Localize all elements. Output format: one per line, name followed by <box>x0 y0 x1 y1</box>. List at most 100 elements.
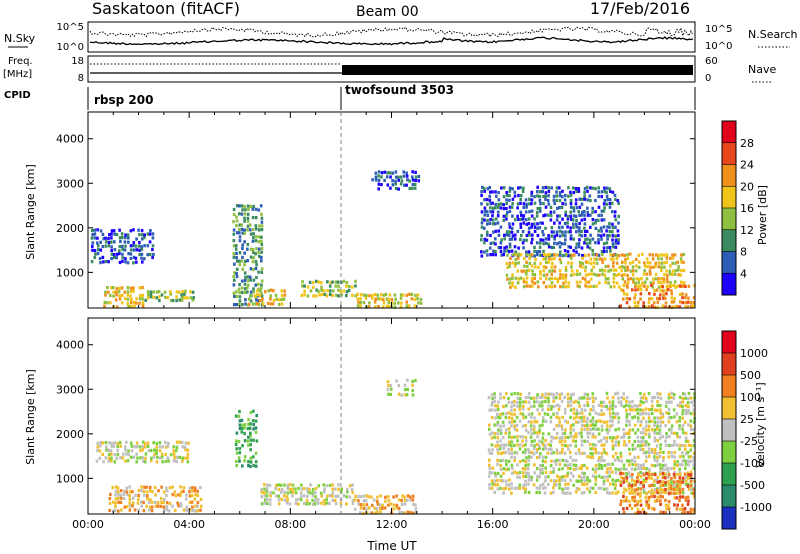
power-colorbar: 4 8 12 16 20 24 28 <box>721 120 754 296</box>
nave-label: Nave <box>748 63 776 76</box>
colorbar-tick-label: -1000 <box>740 501 772 514</box>
station-title: Saskatoon (fitACF) <box>92 0 240 18</box>
colorbar-tick-label: 25 <box>740 413 754 426</box>
colorbar-tick-label: -25 <box>740 435 758 448</box>
power-region <box>103 285 145 309</box>
cpid-segment-2: twofsound 3503 <box>345 83 454 97</box>
ytick-label: 4000 <box>56 339 84 352</box>
noise-search-line <box>89 26 694 38</box>
colorbar-segment <box>722 353 736 375</box>
colorbar-tick-label: 100 <box>740 391 761 404</box>
colorbar-segment <box>722 164 736 187</box>
power-region <box>144 289 195 303</box>
power-yticks: 1000 2000 3000 4000 <box>56 133 695 279</box>
colorbar-segment <box>722 121 736 143</box>
xtick-label: 16:00 <box>477 518 509 531</box>
velocity-colorbar-label: Velocity [m s⁻¹] <box>754 382 767 467</box>
velocity-region <box>619 471 696 515</box>
velocity-region <box>386 378 417 397</box>
colorbar-segment <box>722 419 736 441</box>
power-xticks <box>87 112 696 308</box>
colorbar-tick-label: 24 <box>740 159 754 172</box>
power-region <box>619 283 696 309</box>
velocity-ylabel: Slant Range [km] <box>24 369 37 465</box>
power-region <box>90 228 155 265</box>
ytick-label: 2000 <box>56 222 84 235</box>
noise-right-tick-bottom: 10^0 <box>705 41 732 52</box>
velocity-yticks: 1000 2000 3000 4000 <box>56 339 695 485</box>
xtick-label: 00:00 <box>679 518 711 531</box>
ytick-label: 3000 <box>56 177 84 190</box>
velocity-region <box>260 482 355 506</box>
power-region <box>300 279 357 298</box>
ytick-label: 3000 <box>56 383 84 396</box>
noise-left-tick-top: 10^5 <box>57 22 84 33</box>
xtick-label: 00:00 <box>72 518 104 531</box>
power-region <box>356 292 423 309</box>
noise-right-label: N.Search <box>748 28 798 41</box>
date-title: 17/Feb/2016 <box>590 0 690 18</box>
colorbar-segment <box>722 397 736 419</box>
xtick-label: 12:00 <box>376 518 408 531</box>
freq-label-2: [MHz] <box>3 69 32 80</box>
velocity-xticks: 00:00 04:00 08:00 12:00 16:00 20:00 00:00 <box>72 318 711 531</box>
velocity-region <box>95 440 190 464</box>
velocity-colorbar: 1000 500 100 25 -25 -100 -500 -1000 <box>721 330 772 530</box>
colorbar-segment <box>722 331 736 353</box>
velocity-data <box>95 378 696 515</box>
colorbar-tick-label: 4 <box>740 267 747 280</box>
colorbar-segment <box>722 208 736 230</box>
ytick-label: 4000 <box>56 133 84 146</box>
velocity-region <box>234 409 259 469</box>
colorbar-tick-label: 28 <box>740 137 754 150</box>
xtick-label: 20:00 <box>578 518 610 531</box>
colorbar-tick-label: 1000 <box>740 347 768 360</box>
cpid-panel: CPID rbsp 200 twofsound 3503 <box>4 83 696 110</box>
power-colorbar-label: Power [dB] <box>756 185 769 245</box>
colorbar-tick-label: -500 <box>740 479 765 492</box>
freq-tick-bottom: 8 <box>78 73 84 84</box>
beam-title: Beam 00 <box>356 4 419 20</box>
colorbar-tick-label: 500 <box>740 369 761 382</box>
power-region <box>505 252 686 289</box>
ytick-label: 2000 <box>56 428 84 441</box>
nave-block <box>342 65 693 75</box>
ytick-label: 1000 <box>56 266 84 279</box>
power-region <box>480 185 620 258</box>
colorbar-segment <box>722 273 736 295</box>
colorbar-tick-label: 20 <box>740 180 754 193</box>
colorbar-segment <box>722 375 736 397</box>
power-panel: Slant Range [km] 1000 2000 3000 4000 4 8 12 16… <box>24 111 769 309</box>
colorbar-tick-label: 12 <box>740 224 754 237</box>
power-data <box>90 170 696 309</box>
power-region <box>371 170 421 191</box>
freq-panel: Freq. [MHz] 18 8 60 0 Nave <box>3 55 776 84</box>
colorbar-tick-label: 16 <box>740 202 754 215</box>
colorbar-segment <box>722 507 736 529</box>
colorbar-segment <box>722 463 736 485</box>
power-region <box>247 288 287 307</box>
velocity-region <box>108 485 203 513</box>
noise-panel: N.Sky 10^5 10^0 10^5 10^0 N.Search <box>4 21 798 53</box>
colorbar-segment <box>722 142 736 165</box>
colorbar-tick-label: 8 <box>740 246 747 259</box>
ytick-label: 1000 <box>56 472 84 485</box>
xtick-label: 04:00 <box>173 518 205 531</box>
freq-label-1: Freq. <box>8 56 33 67</box>
noise-right-tick-top: 10^5 <box>705 24 732 35</box>
cpid-segment-1: rbsp 200 <box>94 93 153 107</box>
velocity-region <box>353 494 418 515</box>
colorbar-tick-label: -100 <box>740 457 765 470</box>
cpid-label: CPID <box>4 90 31 101</box>
colorbar-segment <box>722 251 736 274</box>
xtick-label: 08:00 <box>274 518 306 531</box>
noise-left-tick-bottom: 10^0 <box>57 42 84 53</box>
x-axis-label: Time UT <box>366 539 417 553</box>
power-region <box>232 204 264 307</box>
noise-sky-line <box>89 36 694 46</box>
colorbar-segment <box>722 186 736 208</box>
velocity-region <box>487 391 696 495</box>
nave-tick-top: 60 <box>705 56 718 67</box>
